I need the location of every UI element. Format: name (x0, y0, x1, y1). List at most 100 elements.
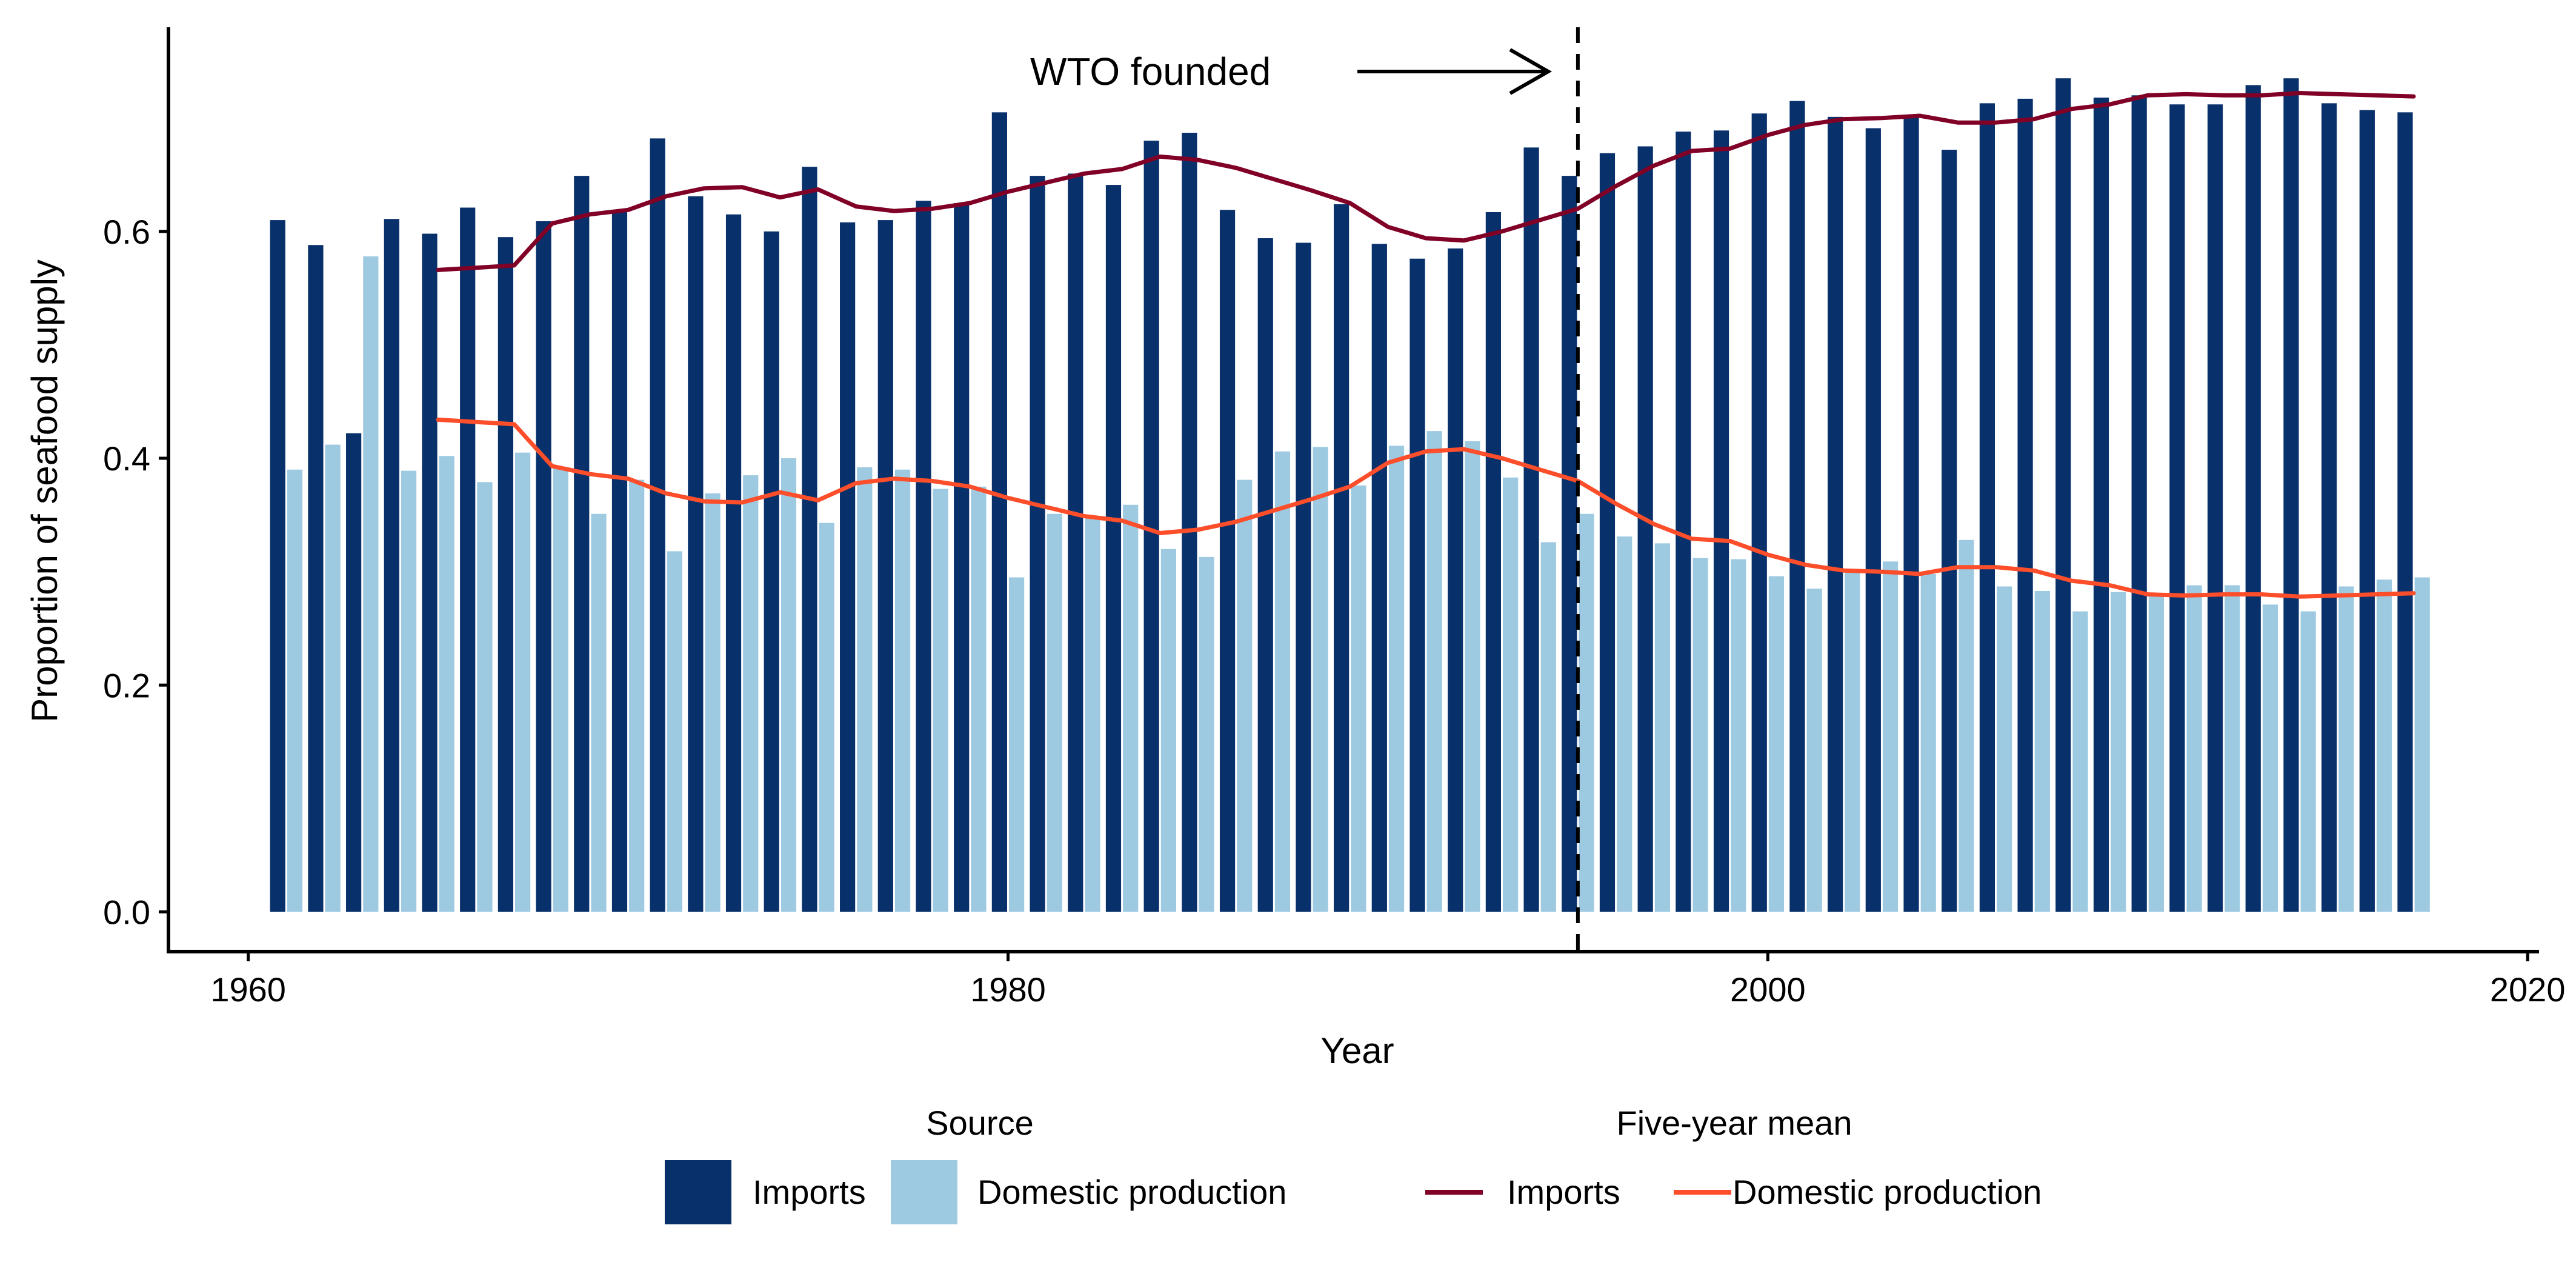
bar-domestic-production-2015 (2338, 586, 2354, 912)
bar-imports-2007 (2017, 98, 2033, 912)
wto-annotation-arrowhead (1509, 48, 1553, 95)
bar-domestic-production-2005 (1959, 539, 1974, 912)
bar-imports-1972 (688, 196, 704, 912)
bar-domestic-production-1986 (1237, 479, 1253, 912)
bar-imports-1984 (1143, 141, 1159, 912)
bar-domestic-production-1965 (439, 456, 454, 912)
bar-imports-1979 (954, 203, 970, 912)
y-tick-label: 0.0 (103, 893, 150, 932)
bar-imports-1968 (536, 221, 551, 912)
bar-domestic-production-1992 (1465, 441, 1480, 912)
bar-domestic-production-1972 (705, 493, 721, 912)
x-tick-label: 1980 (970, 970, 1046, 1009)
bar-domestic-production-2011 (2186, 585, 2202, 912)
bar-imports-1992 (1448, 248, 1463, 912)
y-axis-title: Proportion of seafood supply (24, 259, 65, 722)
bar-imports-1964 (384, 219, 399, 912)
bar-imports-1998 (1676, 132, 1691, 912)
bar-imports-2000 (1751, 113, 1767, 912)
legend-title-five-year-mean: Five-year mean (1616, 1104, 1852, 1142)
bar-imports-1980 (991, 112, 1007, 912)
bar-domestic-production-1964 (401, 470, 417, 912)
bar-domestic-production-1967 (515, 452, 531, 912)
bar-domestic-production-1985 (1199, 556, 1214, 912)
bar-domestic-production-1997 (1654, 543, 1670, 912)
bar-domestic-production-2013 (2262, 604, 2278, 912)
bar-domestic-production-2004 (1920, 573, 1936, 912)
y-tick-label: 0.2 (103, 666, 150, 704)
bar-imports-1969 (574, 176, 590, 912)
bar-domestic-production-2012 (2225, 585, 2240, 912)
bar-imports-1986 (1219, 210, 1236, 912)
y-tick-label: 0.6 (103, 213, 150, 251)
bar-imports-1963 (346, 433, 362, 912)
bar-domestic-production-2002 (1845, 573, 1860, 912)
bar-imports-1988 (1296, 242, 1311, 912)
bar-imports-1961 (270, 220, 285, 912)
bar-domestic-production-1975 (819, 522, 834, 912)
bar-imports-1983 (1105, 185, 1122, 912)
bar-domestic-production-1981 (1047, 513, 1062, 912)
line-mean-imports (436, 91, 2416, 272)
wto-annotation: WTO founded (1030, 48, 1553, 95)
line-mean-domestic-production (436, 417, 2416, 599)
bar-imports-2008 (2055, 78, 2071, 912)
bar-imports-1989 (1334, 204, 1350, 912)
bar-imports-1994 (1523, 147, 1539, 912)
bar-domestic-production-1978 (933, 489, 948, 912)
bar-domestic-production-1994 (1540, 542, 1556, 912)
bar-domestic-production-1968 (553, 468, 568, 912)
wto-annotation-label: WTO founded (1030, 50, 1271, 93)
x-ticks: 1960 1980 2000 2020 (210, 952, 2565, 1009)
x-tick-label: 1960 (210, 970, 286, 1009)
bar-domestic-production-1996 (1617, 536, 1632, 912)
bar-imports-2016 (2359, 110, 2375, 912)
bar-imports-2003 (1865, 128, 1881, 912)
bar-domestic-production-1987 (1274, 451, 1291, 912)
axes: 0.0 0.2 0.4 0.6 1960 1980 2000 2020 (103, 27, 2565, 1009)
x-tick-label: 2020 (2490, 970, 2566, 1009)
bar-imports-1982 (1068, 173, 1083, 912)
bar-domestic-production-1980 (1009, 577, 1025, 912)
legend-label-mean-imports: Imports (1507, 1173, 1620, 1211)
y-tick-label: 0.4 (103, 439, 150, 478)
bar-imports-1995 (1562, 176, 1577, 912)
bar-imports-2004 (1903, 115, 1919, 912)
bar-imports-2006 (1979, 103, 1995, 912)
bar-layer (270, 78, 2430, 912)
bar-domestic-production-2009 (2111, 592, 2126, 912)
legend: Source Imports Domestic production Five-… (665, 1104, 2042, 1224)
bar-imports-1999 (1713, 130, 1729, 912)
bar-domestic-production-1970 (629, 479, 645, 912)
bar-imports-1991 (1409, 258, 1425, 912)
bar-domestic-production-2016 (2376, 579, 2392, 912)
bar-imports-1966 (460, 207, 476, 912)
bar-imports-1978 (916, 201, 931, 912)
bar-domestic-production-1990 (1388, 445, 1405, 912)
bar-domestic-production-2003 (1882, 561, 1899, 912)
bar-domestic-production-2007 (2034, 590, 2050, 912)
bar-domestic-production-1999 (1731, 559, 1746, 912)
bar-imports-1962 (308, 245, 324, 912)
bar-imports-1973 (725, 214, 742, 912)
bar-imports-2010 (2131, 95, 2147, 912)
bar-imports-1971 (650, 138, 665, 912)
bar-imports-2009 (2093, 98, 2109, 912)
bar-imports-1965 (422, 233, 438, 912)
bar-domestic-production-2001 (1806, 589, 1822, 912)
bar-domestic-production-2008 (2072, 611, 2088, 912)
bar-imports-1975 (802, 167, 817, 912)
legend-swatch-domestic-production (891, 1160, 957, 1224)
bar-imports-2005 (1942, 150, 1957, 912)
bar-domestic-production-1973 (743, 475, 759, 912)
legend-label-domestic-production: Domestic production (977, 1173, 1286, 1211)
bar-domestic-production-1962 (325, 444, 341, 912)
bar-domestic-production-1979 (971, 486, 987, 912)
bar-domestic-production-2014 (2300, 611, 2316, 912)
x-axis-title: Year (1320, 1030, 1394, 1071)
line-layer (436, 91, 2416, 599)
bar-imports-1967 (498, 237, 513, 912)
bar-domestic-production-1969 (591, 513, 607, 912)
bar-imports-1985 (1182, 133, 1197, 912)
